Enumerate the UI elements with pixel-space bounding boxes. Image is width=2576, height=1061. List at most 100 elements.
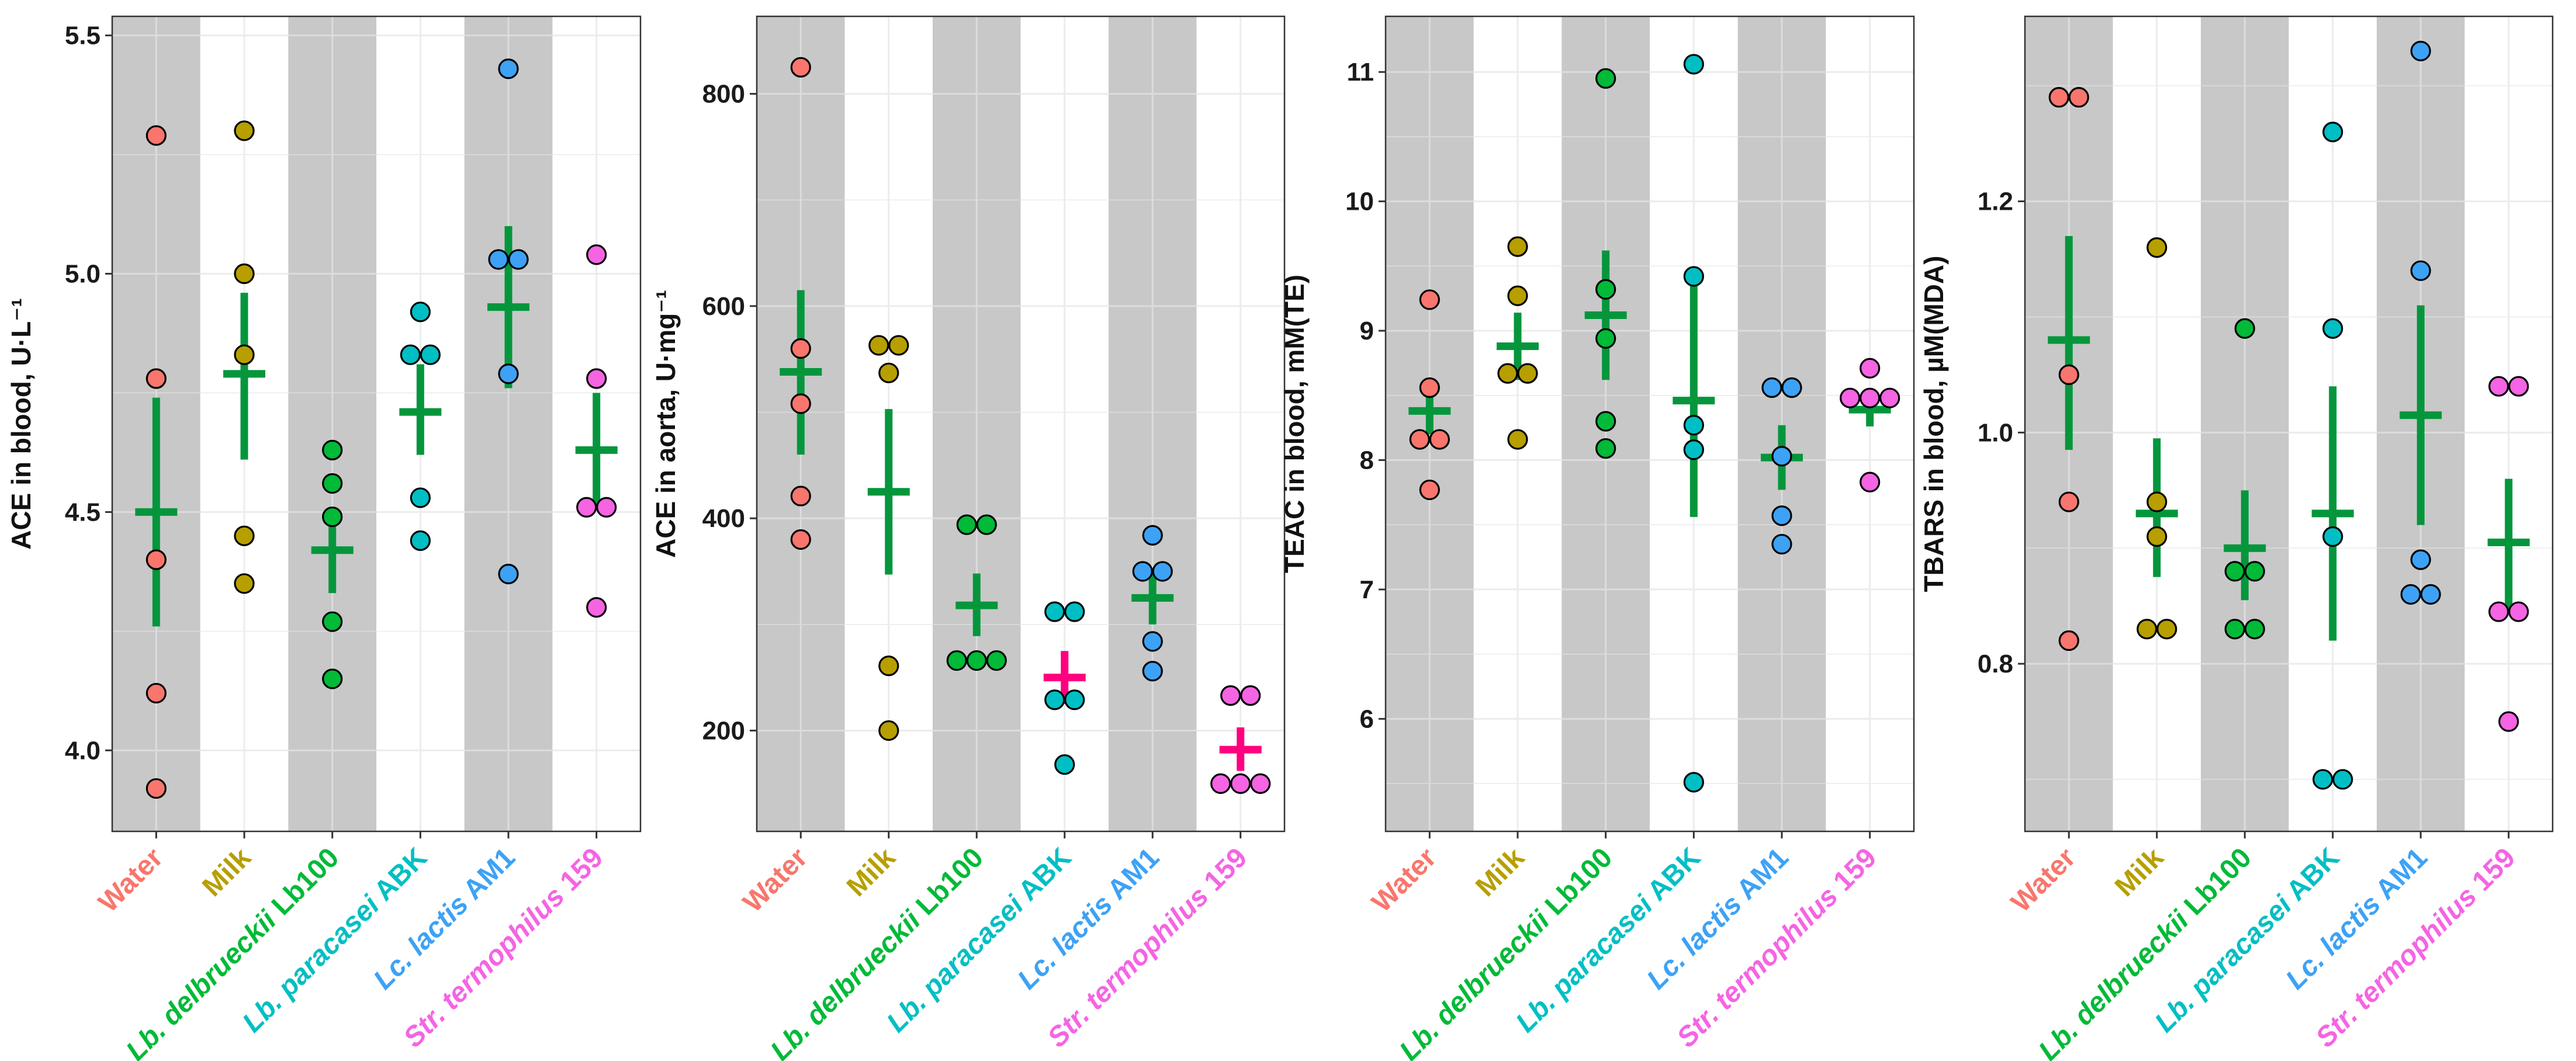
data-point xyxy=(790,486,811,507)
y-axis-label: ACE in aorta, U·mg⁻¹ xyxy=(650,290,681,558)
data-point xyxy=(1152,561,1173,582)
data-point xyxy=(1683,772,1704,793)
y-axis-label: TBARS in blood, µM(MDA) xyxy=(1919,256,1949,592)
series-lb-paracasei-abk xyxy=(399,301,442,551)
data-point xyxy=(2332,769,2353,790)
y-tick-label: 8 xyxy=(1360,446,1374,475)
data-point xyxy=(868,335,889,356)
y-axis-label: TEAC in blood, mM(TE) xyxy=(1279,275,1310,573)
data-point xyxy=(1771,533,1792,555)
data-point xyxy=(2488,601,2509,622)
category-strain-name: Milk xyxy=(1470,842,1531,903)
data-point xyxy=(986,650,1007,671)
data-point xyxy=(2058,364,2079,386)
data-point xyxy=(1240,685,1261,706)
data-point xyxy=(322,668,343,689)
data-point xyxy=(2156,619,2177,640)
category-species-name: Str. termophilus xyxy=(1671,880,1844,1053)
series-water xyxy=(1408,289,1451,501)
data-point xyxy=(1507,236,1528,257)
data-point xyxy=(966,650,987,671)
data-point xyxy=(488,249,509,270)
data-point xyxy=(1044,601,1065,622)
data-point xyxy=(2322,122,2343,143)
x-category-label: Milk xyxy=(196,842,257,903)
y-tick-label: 4.5 xyxy=(65,498,101,526)
y-tick-label: 5.0 xyxy=(65,260,101,289)
data-point xyxy=(1142,525,1163,546)
data-point xyxy=(878,720,899,741)
data-point xyxy=(2224,619,2245,640)
x-category-label: Milk xyxy=(2109,842,2170,903)
series-water xyxy=(135,125,178,799)
category-species-name: Str. termophilus xyxy=(2310,880,2483,1053)
category-strain-name: Water xyxy=(738,842,814,918)
data-point xyxy=(322,506,343,528)
data-point xyxy=(498,58,519,79)
y-tick-label: 7 xyxy=(1360,575,1374,604)
data-point xyxy=(1683,54,1704,75)
data-point xyxy=(790,57,811,78)
data-point xyxy=(1860,471,1881,493)
data-point xyxy=(2224,561,2245,582)
data-point xyxy=(1595,68,1616,89)
chart-panel-1: 4.0 4.5 5.0 5.5 ACE in blood, U·L⁻¹ Water Milk… xyxy=(6,15,642,1061)
series-milk xyxy=(2135,237,2178,640)
series-lb-delbrueckii-lb100 xyxy=(311,439,354,689)
series-lb-delbrueckii-lb100 xyxy=(946,514,1007,671)
data-point xyxy=(234,344,255,365)
data-point xyxy=(1064,601,1085,622)
data-point xyxy=(234,120,255,141)
data-point xyxy=(946,650,967,671)
panel-border xyxy=(111,15,642,833)
data-point xyxy=(790,393,811,414)
data-point xyxy=(1419,377,1440,398)
data-point xyxy=(2400,584,2421,605)
y-tick-label: 9 xyxy=(1360,317,1374,345)
data-point xyxy=(410,530,431,551)
x-category-label: Milk xyxy=(1470,842,1531,903)
data-point xyxy=(322,439,343,460)
data-point xyxy=(976,514,997,535)
data-point xyxy=(2146,491,2168,512)
category-strain-name: Water xyxy=(93,842,169,918)
series-str-termophilus-159 xyxy=(575,244,618,618)
data-point xyxy=(1507,429,1528,450)
data-point xyxy=(1210,773,1231,794)
data-point xyxy=(1230,773,1251,794)
category-species-name: Str. termophilus xyxy=(398,880,571,1053)
data-point xyxy=(2058,491,2079,512)
series-lb-paracasei-abk xyxy=(1043,601,1086,775)
data-point xyxy=(400,344,421,365)
data-point xyxy=(1409,429,1430,450)
series-lc-lactis-am1 xyxy=(2400,40,2442,605)
data-point xyxy=(322,611,343,632)
category-strain-name: Milk xyxy=(196,842,257,903)
data-point xyxy=(1595,411,1616,432)
data-point xyxy=(1044,689,1065,710)
data-point xyxy=(2146,526,2168,547)
data-point xyxy=(1132,561,1153,582)
chart-panel-2: 200 400 600 800 ACE in aorta, U·mg⁻¹ Water Mil… xyxy=(650,15,1286,1061)
data-point xyxy=(2322,318,2343,339)
y-tick-label: 600 xyxy=(702,292,745,321)
data-point xyxy=(586,244,607,265)
category-strain-name: Lb100 xyxy=(905,842,989,927)
data-point xyxy=(1595,328,1616,349)
data-point xyxy=(410,301,431,323)
y-tick-label: 200 xyxy=(702,716,745,745)
data-point xyxy=(888,335,909,356)
category-strain-name: Water xyxy=(1366,842,1443,918)
series-str-termophilus-159 xyxy=(1210,685,1271,794)
data-point xyxy=(146,549,167,570)
data-point xyxy=(234,573,255,594)
data-point xyxy=(1860,387,1881,408)
series-lb-paracasei-abk xyxy=(2311,122,2354,790)
data-point xyxy=(146,368,167,389)
data-point xyxy=(1761,377,1782,398)
data-point xyxy=(1781,377,1802,398)
series-str-termophilus-159 xyxy=(1840,358,1900,493)
y-tick-label: 11 xyxy=(1346,58,1374,86)
y-tick-label: 1.2 xyxy=(1978,188,2013,216)
